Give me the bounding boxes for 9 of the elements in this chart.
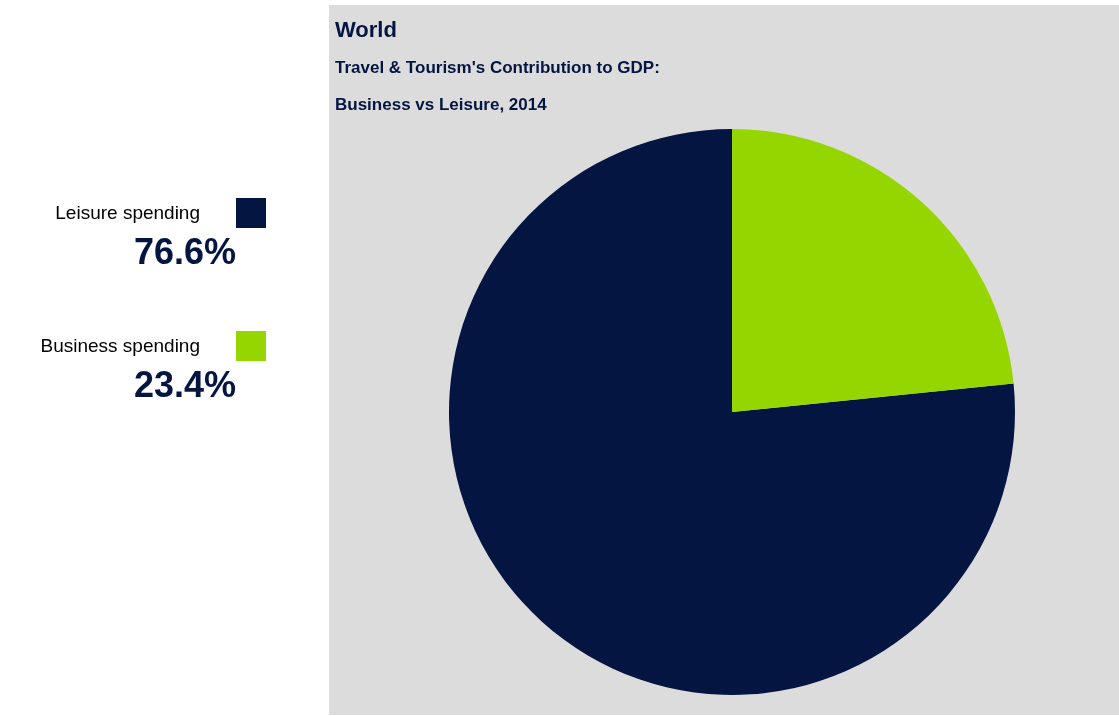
data-label: 23.4%	[133, 364, 236, 405]
text: Travel & Tourism's Contribution to GDP:	[335, 58, 660, 77]
text: Business vs Leisure, 2014	[335, 95, 547, 114]
pie-slice	[732, 129, 1014, 412]
chart-title: World	[335, 17, 397, 42]
legend-label: Leisure spending	[55, 202, 200, 223]
legend-label: Business spending	[40, 335, 200, 356]
data-label: 76.6%	[133, 231, 236, 272]
pie-slice	[449, 129, 1015, 695]
